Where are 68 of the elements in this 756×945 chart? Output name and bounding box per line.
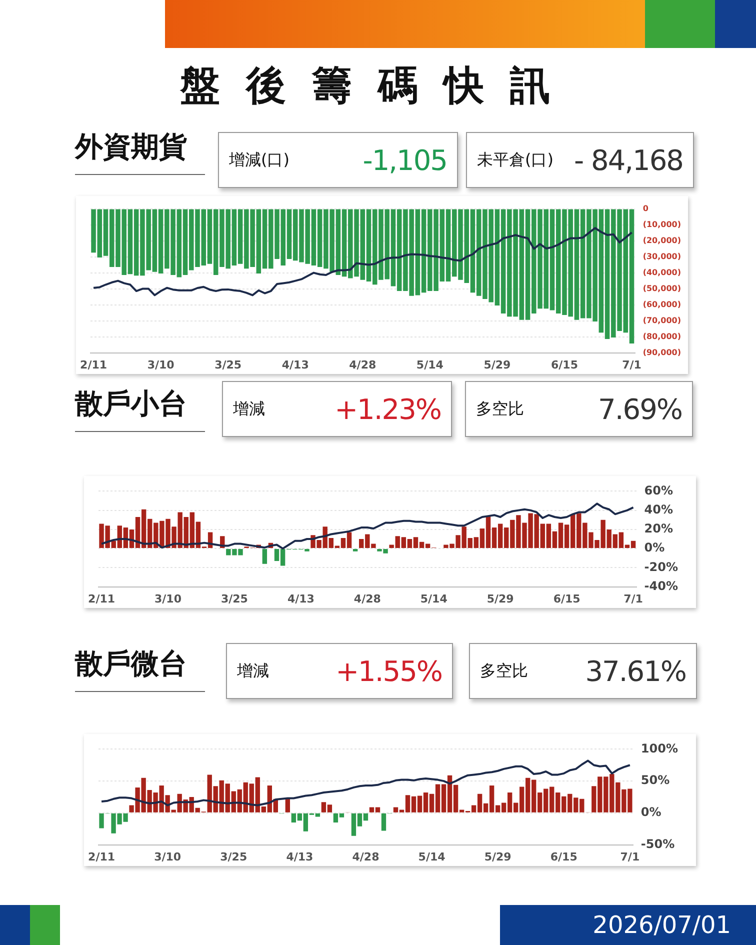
footer-banner: 2026/07/01 bbox=[0, 905, 756, 945]
chart-subtitle: 外資期貨 bbox=[75, 128, 205, 175]
y-tick-label: -20% bbox=[644, 560, 678, 574]
y-tick-label: (80,000) bbox=[642, 332, 682, 341]
y-tick-label: -40% bbox=[644, 578, 678, 593]
y-tick-label: (50,000) bbox=[642, 284, 682, 293]
x-tick-label: 5/14 bbox=[418, 850, 446, 864]
bar bbox=[285, 798, 290, 812]
x-tick-label: 4/28 bbox=[352, 850, 380, 864]
text: -1,105 bbox=[362, 144, 447, 176]
x-tick-label: 4/13 bbox=[282, 358, 309, 372]
x-tick-label: 7/1 bbox=[624, 592, 643, 606]
y-tick-label: 0 bbox=[642, 204, 649, 213]
text: +1.23% bbox=[334, 392, 441, 426]
y-tick-label: 100% bbox=[640, 741, 678, 756]
text: 增減 bbox=[233, 398, 265, 420]
x-tick-label: 7/1 bbox=[620, 850, 640, 864]
chart-title: 散戶微台 bbox=[75, 645, 205, 692]
x-tick-label: 3/25 bbox=[220, 592, 248, 606]
x-tick-label: 7/1 bbox=[622, 358, 642, 372]
x-tick-label: 6/15 bbox=[550, 358, 578, 372]
x-tick-label: 5/29 bbox=[484, 850, 512, 864]
y-tick-label: 60% bbox=[644, 483, 674, 498]
bar bbox=[262, 549, 268, 564]
text: 增減 bbox=[237, 660, 269, 682]
x-tick-label: 6/15 bbox=[553, 592, 580, 606]
x-tick-label: 5/14 bbox=[416, 358, 444, 372]
chart-title: 散戶小台 bbox=[75, 385, 205, 432]
x-tick-label: 3/10 bbox=[147, 358, 175, 372]
x-tick-label: 4/28 bbox=[354, 592, 381, 606]
text: 7.69% bbox=[598, 392, 682, 426]
y-tick-label: 50% bbox=[640, 773, 670, 788]
x-tick-label: 3/10 bbox=[154, 592, 182, 606]
y-tick-label: (20,000) bbox=[642, 236, 682, 245]
bar bbox=[99, 813, 104, 828]
x-tick-label: 5/29 bbox=[484, 358, 511, 372]
x-tick-label: 2/11 bbox=[88, 850, 116, 864]
x-tick-label: 4/28 bbox=[349, 358, 376, 372]
y-tick-label: (10,000) bbox=[642, 220, 682, 229]
y-tick-label: (30,000) bbox=[642, 252, 682, 261]
bar bbox=[381, 813, 386, 831]
x-tick-label: 6/15 bbox=[550, 850, 578, 864]
y-tick-label: -50% bbox=[640, 836, 675, 851]
text: +1.55% bbox=[336, 654, 442, 688]
chart-title: 盤後籌碼快訊 bbox=[179, 62, 577, 111]
y-tick-label: (40,000) bbox=[642, 268, 682, 277]
x-tick-label: 2/11 bbox=[88, 592, 116, 606]
y-tick-label: 0% bbox=[644, 540, 665, 555]
x-tick-label: 2/11 bbox=[80, 358, 108, 372]
text: 37.61% bbox=[585, 654, 686, 688]
x-tick-label: 3/25 bbox=[214, 358, 242, 372]
y-tick-label: 20% bbox=[644, 522, 674, 536]
y-tick-label: (90,000) bbox=[642, 348, 682, 357]
y-tick-label: (60,000) bbox=[642, 300, 682, 309]
y-tick-label: 0% bbox=[640, 805, 662, 820]
text: 增減(口) bbox=[229, 150, 290, 170]
text: 多空比 bbox=[480, 660, 528, 682]
x-tick-label: 4/13 bbox=[287, 592, 314, 606]
text: 多空比 bbox=[476, 398, 524, 420]
x-tick-label: 5/29 bbox=[486, 592, 514, 606]
text: - 84,168 bbox=[574, 144, 683, 176]
x-tick-label: 3/25 bbox=[220, 850, 248, 864]
x-tick-label: 3/10 bbox=[154, 850, 182, 864]
y-tick-label: (70,000) bbox=[642, 316, 682, 325]
x-tick-label: 4/13 bbox=[286, 850, 314, 864]
y-tick-label: 40% bbox=[644, 502, 674, 516]
text: 未平倉(口) bbox=[477, 150, 554, 170]
x-tick-label: 5/14 bbox=[420, 592, 448, 606]
